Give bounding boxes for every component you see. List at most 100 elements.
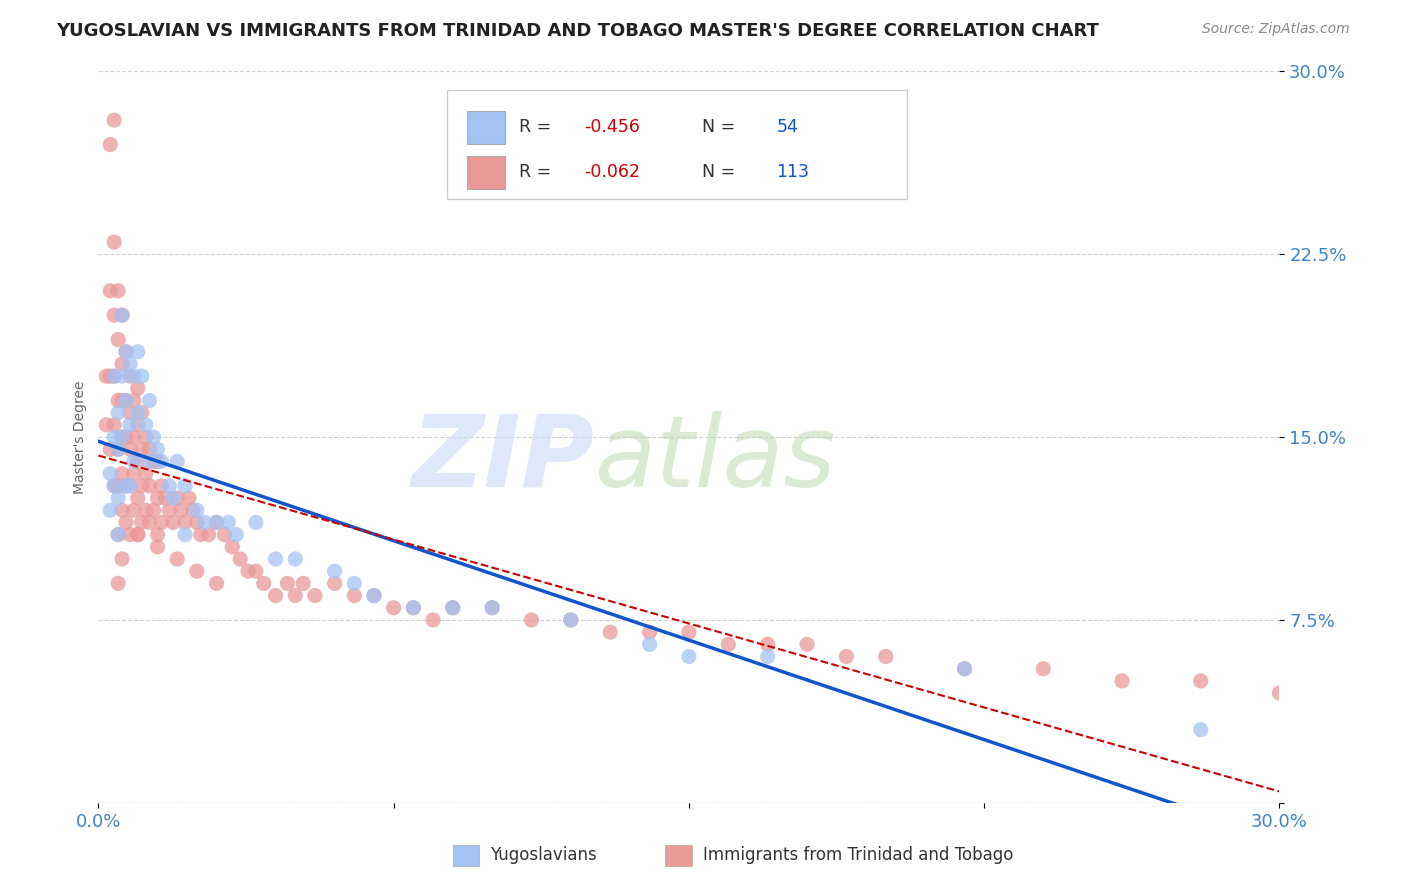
Point: [115, 430, 138, 444]
Point: [284, 552, 307, 566]
Point: [127, 491, 149, 505]
Point: [638, 625, 661, 640]
Point: [186, 503, 208, 517]
Point: [146, 540, 169, 554]
Point: [363, 589, 385, 603]
Point: [103, 235, 125, 249]
Point: [441, 600, 464, 615]
Point: [118, 527, 141, 541]
Point: [560, 613, 582, 627]
Point: [103, 308, 125, 322]
Text: Immigrants from Trinidad and Tobago: Immigrants from Trinidad and Tobago: [703, 847, 1014, 864]
Point: [111, 467, 134, 481]
Point: [146, 442, 169, 457]
Point: [107, 442, 129, 457]
Point: [166, 491, 188, 505]
Point: [107, 527, 129, 541]
Point: [363, 589, 385, 603]
Point: [197, 527, 219, 541]
Point: [135, 503, 157, 517]
Point: [96, 417, 118, 432]
Point: [253, 576, 276, 591]
Point: [115, 479, 138, 493]
Point: [1189, 673, 1212, 688]
Point: [127, 527, 149, 541]
Point: [118, 479, 141, 493]
Text: Yugoslavians: Yugoslavians: [491, 847, 598, 864]
Text: R =: R =: [519, 118, 557, 136]
Point: [107, 491, 129, 505]
Point: [229, 552, 252, 566]
Point: [221, 540, 243, 554]
Point: [560, 613, 582, 627]
Point: [98, 467, 121, 481]
Point: [276, 576, 298, 591]
Point: [402, 600, 425, 615]
Point: [122, 454, 145, 468]
Point: [186, 564, 208, 578]
Point: [150, 454, 173, 468]
Point: [157, 479, 180, 493]
Point: [118, 406, 141, 420]
Point: [441, 600, 464, 615]
Point: [756, 637, 779, 651]
Point: [264, 589, 287, 603]
Point: [155, 491, 177, 505]
Point: [186, 516, 208, 530]
Point: [481, 600, 503, 615]
Point: [225, 527, 247, 541]
Point: [103, 479, 125, 493]
Point: [103, 369, 125, 384]
Point: [107, 333, 129, 347]
Point: [638, 637, 661, 651]
Point: [138, 454, 160, 468]
Point: [122, 430, 145, 444]
Point: [98, 442, 121, 457]
Point: [115, 479, 138, 493]
Point: [953, 662, 976, 676]
Point: [122, 393, 145, 408]
Point: [146, 527, 169, 541]
Point: [107, 527, 129, 541]
Point: [127, 454, 149, 468]
Point: [111, 552, 134, 566]
Point: [217, 516, 239, 530]
Point: [111, 369, 134, 384]
Point: [422, 613, 444, 627]
Point: [135, 467, 157, 481]
Point: [599, 625, 621, 640]
Point: [131, 406, 153, 420]
Point: [343, 576, 366, 591]
Point: [107, 284, 129, 298]
Point: [111, 357, 134, 371]
Point: [284, 589, 307, 603]
Point: [678, 625, 700, 640]
Text: atlas: atlas: [595, 410, 837, 508]
Point: [111, 308, 134, 322]
Point: [382, 600, 405, 615]
Point: [520, 613, 543, 627]
Point: [107, 442, 129, 457]
Point: [174, 516, 197, 530]
Point: [174, 479, 197, 493]
Point: [127, 381, 149, 395]
Point: [127, 344, 149, 359]
Point: [142, 430, 165, 444]
Point: [118, 479, 141, 493]
Point: [142, 503, 165, 517]
Point: [127, 527, 149, 541]
Point: [146, 454, 169, 468]
Point: [157, 503, 180, 517]
Point: [1268, 686, 1291, 700]
Point: [122, 503, 145, 517]
Point: [205, 516, 228, 530]
Point: [122, 369, 145, 384]
Point: [103, 369, 125, 384]
Point: [162, 491, 184, 505]
Point: [131, 516, 153, 530]
Point: [98, 284, 121, 298]
Point: [131, 369, 153, 384]
Point: [190, 527, 212, 541]
Point: [236, 564, 259, 578]
Point: [138, 516, 160, 530]
